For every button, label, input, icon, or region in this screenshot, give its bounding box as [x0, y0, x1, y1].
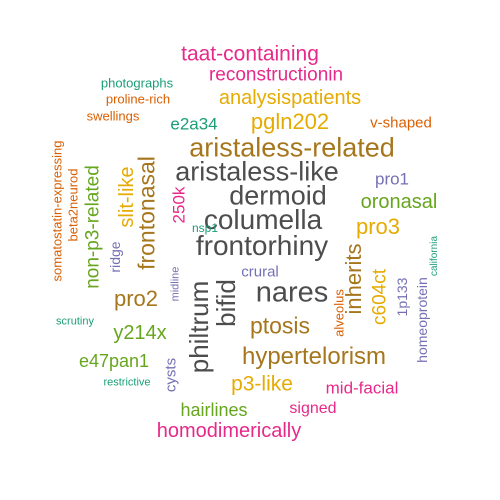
word: ptosis [249, 312, 311, 339]
word: columella [203, 204, 323, 235]
word: pro2 [113, 286, 159, 311]
word: nares [255, 276, 329, 309]
word: scrutiny [56, 315, 94, 328]
word: alveolus [331, 289, 347, 337]
word: p3-like [231, 372, 293, 396]
word: homeoprotein [414, 277, 430, 363]
word: 1p133 [394, 277, 410, 317]
word: pro1 [374, 169, 410, 189]
word: reconstructionin [208, 64, 344, 86]
word: midline [169, 266, 182, 302]
word: aristaless-like [175, 156, 339, 187]
word: nsp1 [191, 221, 219, 235]
word: e2a34 [170, 114, 218, 134]
word: beta2neurod [65, 168, 81, 242]
word: taat-containing [181, 42, 319, 66]
word: y214x [113, 322, 167, 344]
word: bifid [211, 279, 241, 327]
word: somatostatin-expressing [49, 140, 65, 282]
word: homodimerically [156, 420, 302, 442]
word: pgln202 [250, 109, 330, 134]
word: photographs [100, 75, 174, 91]
word: e47pan1 [78, 351, 150, 371]
word: 250k [169, 186, 189, 224]
word: proline-rich [105, 91, 171, 107]
word: frontonasal [133, 156, 160, 270]
word: c604ct [369, 269, 391, 325]
word: ridge [107, 241, 123, 273]
word: restrictive [103, 376, 151, 389]
word: analysispatients [218, 87, 362, 109]
word: pro3 [355, 214, 401, 239]
word: dermoid [229, 180, 327, 211]
word: hairlines [180, 400, 248, 420]
word: crural [241, 263, 279, 281]
word: mid-facial [325, 378, 399, 398]
word: signed [289, 400, 337, 417]
word: cysts [162, 357, 180, 393]
word: frontorhiny [195, 230, 329, 261]
word: oronasal [360, 191, 438, 213]
word: swellings [86, 108, 140, 124]
word: v-shaped [370, 114, 432, 132]
word: philtrum [184, 280, 214, 374]
word: aristaless-related [189, 132, 395, 163]
word: non-p3-related [82, 165, 104, 289]
word: california [429, 235, 440, 277]
word: hypertelorism [241, 343, 387, 370]
